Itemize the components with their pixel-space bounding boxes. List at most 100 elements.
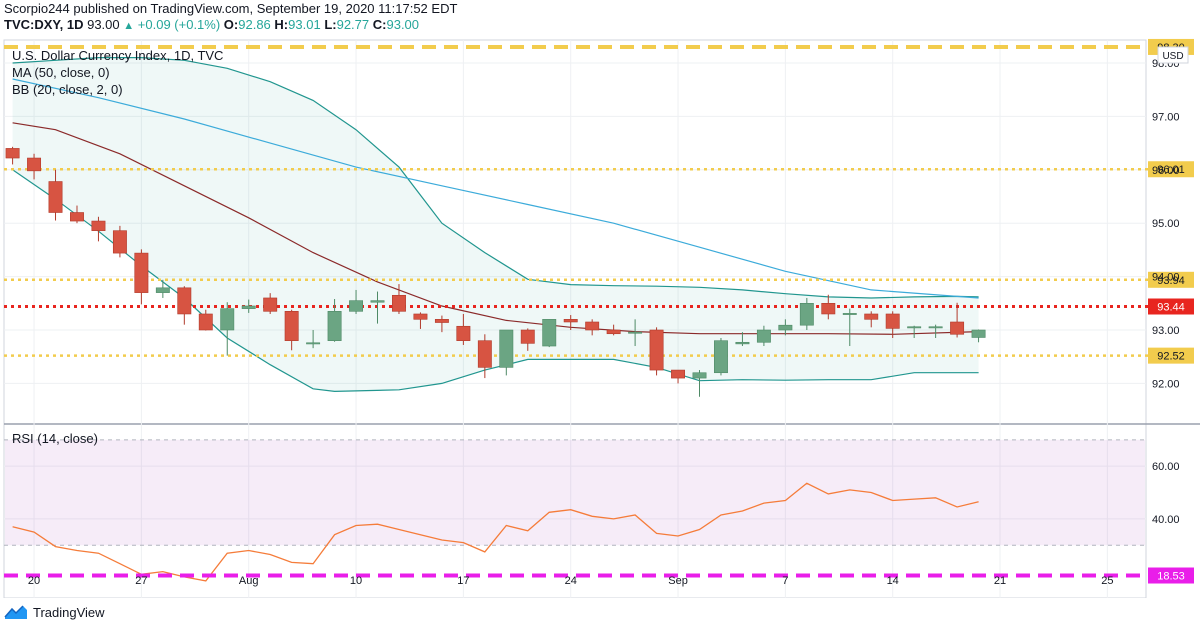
rsi-label-text: 18.53 (1157, 571, 1185, 583)
bollinger-fill-area (12, 57, 979, 392)
time-tick-label: 21 (994, 575, 1006, 587)
candle-body (864, 313, 879, 320)
candle-body (327, 311, 342, 341)
bollinger-lower-line (12, 169, 979, 393)
candle-body (692, 372, 707, 379)
time-tick-label: 14 (887, 575, 899, 587)
candlesticks (5, 146, 986, 397)
candle-body (112, 230, 127, 254)
ma-legend[interactable]: MA (50, close, 0) (12, 65, 110, 80)
price-chart-svg[interactable]: 98.7798.3096.0193.9493.4492.5298.0097.00… (0, 13, 1204, 599)
price-tick-label: 94.00 (1152, 272, 1180, 284)
candle-body (392, 294, 406, 312)
candle-body (48, 181, 63, 213)
bb-legend[interactable]: BB (20, close, 2, 0) (12, 82, 123, 97)
candle-body (885, 313, 900, 329)
candle-body (799, 302, 814, 326)
candle-body (842, 313, 857, 315)
long-moving-average-line (12, 78, 979, 299)
currency-badge[interactable] (1157, 46, 1189, 64)
candle-body (950, 321, 965, 335)
symbol-label: TVC:DXY, 1D (4, 17, 84, 32)
chart-title-legend[interactable]: U.S. Dollar Currency Index, 1D, TVC (12, 48, 223, 63)
rsi-tick-label: 60.00 (1152, 461, 1180, 473)
price-label-text: 92.52 (1157, 351, 1185, 363)
candle-body (220, 308, 235, 331)
candle-body (306, 342, 321, 345)
candle-body (91, 220, 106, 231)
low-label: L: (324, 17, 337, 32)
price-change: +0.09 (+0.1%) (137, 17, 221, 32)
time-tick-label: 24 (565, 575, 577, 587)
candle-body (971, 329, 986, 338)
last-price: 93.00 (87, 17, 120, 32)
time-axis[interactable]: 20 27 Aug 10 17 24 Sep 7 14 21 25 (28, 575, 1114, 587)
grid-lines (4, 40, 1146, 598)
tradingview-logo-icon (4, 605, 27, 619)
candle-body (370, 300, 385, 303)
rsi-line (12, 482, 979, 582)
time-tick-label: 20 (28, 575, 40, 587)
publisher-name[interactable]: Scorpio244 (4, 1, 70, 16)
candle-body (5, 148, 20, 159)
price-label-badge (1148, 347, 1194, 364)
symbol-quote-line: TVC:DXY, 1D 93.00 ▲ +0.09 (+0.1%) O:92.8… (4, 17, 419, 32)
candle-body (563, 319, 578, 323)
candle-body (241, 305, 256, 309)
candle-body (284, 311, 299, 341)
time-tick-label: 10 (350, 575, 362, 587)
candle-body (735, 341, 750, 345)
candle-body (155, 287, 170, 293)
candle-body (714, 340, 728, 374)
price-tick-label: 95.00 (1152, 218, 1180, 230)
candle-body (585, 321, 600, 331)
price-label-text: 93.94 (1157, 275, 1185, 287)
price-tick-label: 93.00 (1152, 325, 1180, 337)
candle-body (907, 326, 922, 329)
low-value: 92.77 (336, 17, 370, 32)
candle-body (928, 326, 943, 329)
candle-body (134, 252, 149, 293)
price-axis[interactable]: 98.7798.3096.0193.9493.4492.5298.0097.00… (1148, 13, 1194, 584)
candle-body (349, 300, 363, 312)
up-arrow-icon: ▲ (123, 20, 135, 32)
candle-body (27, 157, 42, 172)
price-label-badge (1148, 271, 1194, 288)
candle-body (542, 319, 557, 347)
rsi-band-fill (5, 439, 1145, 546)
candle-body (821, 302, 836, 315)
time-tick-label: 7 (782, 575, 788, 587)
close-label: C: (372, 17, 387, 32)
candle-body (434, 319, 449, 323)
candle-body (778, 324, 793, 331)
time-tick-label: 27 (135, 575, 147, 587)
candle-body (413, 313, 428, 320)
price-tick-label: 98.00 (1152, 58, 1180, 70)
price-tick-label: 92.00 (1152, 378, 1180, 390)
high-label: H: (274, 17, 289, 32)
price-label-badge (1148, 298, 1194, 315)
bollinger-upper-line (12, 57, 979, 299)
open-label: O: (223, 17, 239, 32)
price-tick-label: 96.00 (1152, 165, 1180, 177)
rsi-legend[interactable]: RSI (14, close) (12, 431, 98, 446)
candle-body (263, 297, 278, 312)
time-tick-label: Aug (239, 575, 259, 587)
candle-body (628, 331, 643, 334)
candle-body (756, 329, 771, 343)
currency-label: USD (1162, 51, 1183, 62)
chart-area[interactable]: 98.7798.3096.0193.9493.4492.5298.0097.00… (0, 13, 1204, 599)
footer-brand[interactable]: TradingView (4, 602, 105, 622)
candle-body (477, 340, 492, 368)
publish-info: Scorpio244 published on TradingView.com,… (4, 1, 457, 16)
price-tick-label: 97.00 (1152, 111, 1180, 123)
candle-body (671, 369, 685, 379)
published-text: published on TradingView.com, September … (73, 1, 458, 16)
bollinger-band-fill (12, 57, 979, 392)
candle-body (70, 212, 84, 222)
time-tick-label: Sep (668, 575, 688, 587)
open-value: 92.86 (238, 17, 271, 32)
rsi-label-badge (1148, 567, 1194, 584)
close-value: 93.00 (386, 17, 420, 32)
rsi-indicator (4, 439, 1150, 582)
